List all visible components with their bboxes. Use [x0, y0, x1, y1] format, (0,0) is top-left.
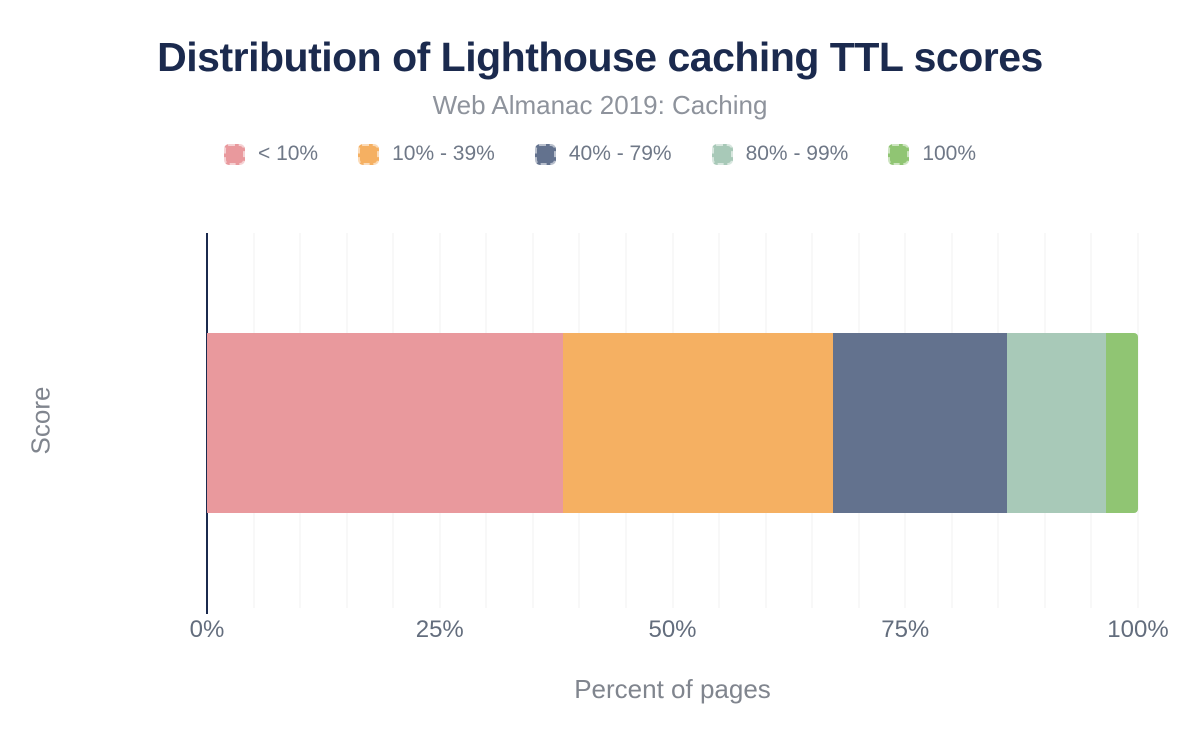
legend-item: 40% - 79% — [534, 142, 672, 166]
legend-swatch-icon — [534, 143, 556, 165]
bar-segment[interactable] — [1006, 333, 1107, 513]
y-axis-title: Score — [26, 233, 56, 608]
bar-segment[interactable] — [562, 333, 833, 513]
legend-item: 80% - 99% — [711, 142, 849, 166]
bar-segment[interactable] — [832, 333, 1007, 513]
legend-swatch-icon — [223, 143, 245, 165]
legend-swatch-icon — [358, 143, 380, 165]
bar-segment[interactable] — [1106, 333, 1138, 513]
legend-item: 100% — [888, 142, 976, 166]
stacked-bar — [207, 333, 1138, 513]
chart-subtitle: Web Almanac 2019: Caching — [432, 90, 768, 120]
bar-segment[interactable] — [207, 333, 563, 513]
legend-label: < 10% — [257, 142, 319, 165]
chart-title: Distribution of Lighthouse caching TTL s… — [157, 34, 1043, 80]
legend-label: 80% - 99% — [745, 142, 849, 165]
legend-swatch-icon — [888, 143, 910, 165]
x-tick-label: 50% — [648, 616, 697, 643]
gridline — [1137, 233, 1139, 608]
legend-item: 10% - 39% — [358, 142, 495, 166]
legend-label: 40% - 79% — [568, 142, 672, 165]
y-axis-title-text: Score — [25, 386, 56, 455]
legend: < 10% 10% - 39% 40% - 79% 80% - 99% 100% — [0, 142, 1200, 166]
x-tick-label: 75% — [881, 616, 930, 643]
plot-area — [206, 233, 1139, 614]
legend-label: 100% — [922, 142, 977, 165]
x-tick-label: 0% — [189, 616, 225, 643]
legend-swatch-icon — [711, 143, 733, 165]
x-axis-ticks: 0% 25% 50% 75% 100% — [190, 616, 1169, 644]
x-axis-title: Percent of pages — [574, 674, 771, 704]
legend-item: < 10% — [223, 142, 319, 166]
x-tick-label: 100% — [1107, 616, 1169, 643]
legend-label: 10% - 39% — [392, 142, 495, 165]
x-tick-label: 25% — [415, 616, 464, 643]
